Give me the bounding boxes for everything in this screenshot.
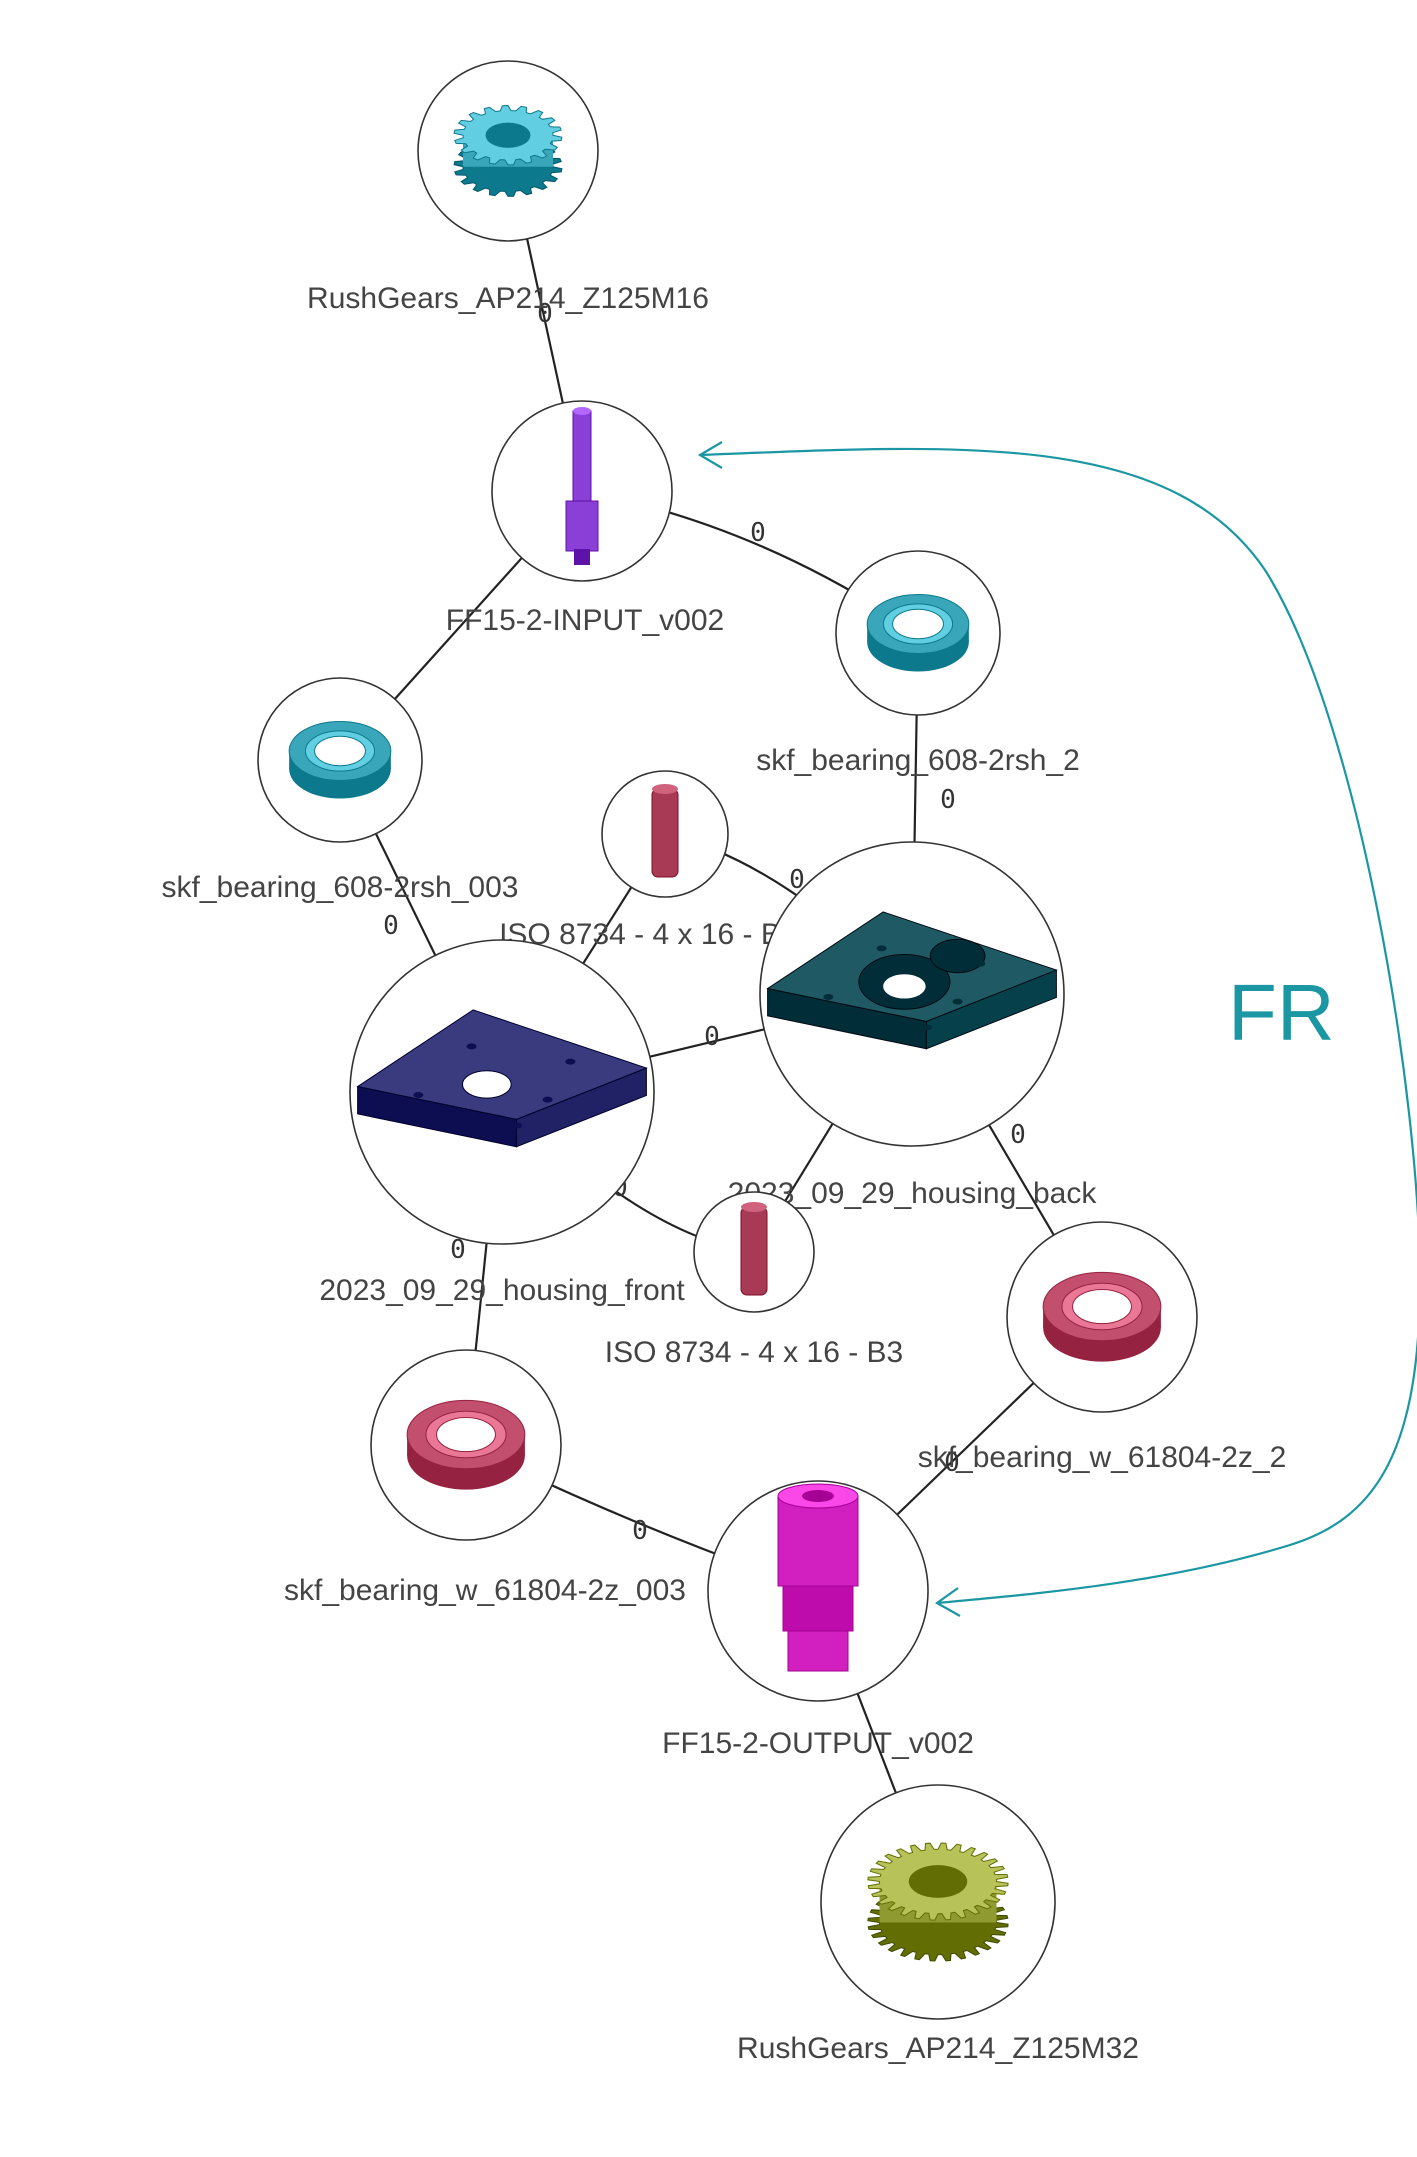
edge-label-brgw003-output: 0 xyxy=(632,1516,648,1546)
node-label: RushGears_AP214_Z125M16 xyxy=(307,282,709,315)
ball-bearing-icon xyxy=(866,593,970,672)
node-label: FF15-2-INPUT_v002 xyxy=(446,604,724,637)
edge-label-housing_front-housing_back: 0 xyxy=(704,1022,720,1052)
dowel-pin-icon xyxy=(651,784,679,878)
node-pinB004[interactable]: ISO 8734 - 4 x 16 - B004 xyxy=(499,770,831,951)
output-shaft-icon xyxy=(777,1483,859,1672)
edge-label-brg003-housing_front: 0 xyxy=(383,911,399,941)
node-label: skf_bearing_w_61804-2z_003 xyxy=(284,1574,686,1607)
spur-gear-icon xyxy=(453,104,563,197)
edge-label-housing_front-brgw003: 0 xyxy=(450,1235,466,1265)
spur-gear-icon xyxy=(867,1842,1009,1962)
fr-arrowhead-top xyxy=(697,441,723,469)
node-label: FF15-2-OUTPUT_v002 xyxy=(662,1727,974,1760)
node-label: ISO 8734 - 4 x 16 - B3 xyxy=(605,1336,904,1369)
ring-bearing-icon xyxy=(406,1399,526,1490)
edge-label-pinB004-housing_back: 0 xyxy=(789,865,805,895)
edge-label-brgw2-output: 0 xyxy=(944,1448,960,1478)
node-brgw003[interactable]: skf_bearing_w_61804-2z_003 xyxy=(284,1349,686,1607)
edge-label-input-brg2: 0 xyxy=(750,518,766,548)
node-label: RushGears_AP214_Z125M32 xyxy=(737,2032,1139,2065)
node-brg003[interactable]: skf_bearing_608-2rsh_003 xyxy=(162,677,519,904)
node-housing_front[interactable]: 2023_09_29_housing_front xyxy=(319,939,685,1307)
ball-bearing-icon xyxy=(288,720,392,799)
fr-label: FR xyxy=(1228,968,1335,1057)
node-output[interactable]: FF15-2-OUTPUT_v002 xyxy=(662,1480,974,1760)
node-gear_in[interactable]: RushGears_AP214_Z125M16 xyxy=(307,60,709,315)
function-relation-layer: FR xyxy=(697,441,1417,1617)
ring-bearing-icon xyxy=(1042,1271,1162,1362)
node-input[interactable]: FF15-2-INPUT_v002 xyxy=(446,400,724,637)
fr-arrow-path xyxy=(699,447,1417,1605)
input-shaft-icon xyxy=(565,407,599,565)
housing-plate-icon xyxy=(766,911,1058,1050)
node-gear_out[interactable]: RushGears_AP214_Z125M32 xyxy=(737,1784,1139,2065)
edge-label-gear_in-input: 0 xyxy=(537,299,553,329)
node-label: skf_bearing_w_61804-2z_2 xyxy=(918,1441,1287,1474)
edge-label-brg2-housing_back: 0 xyxy=(940,785,956,815)
edge-label-housing_back-brgw2: 0 xyxy=(1010,1120,1026,1150)
node-label: 2023_09_29_housing_front xyxy=(319,1274,685,1307)
node-label: skf_bearing_608-2rsh_003 xyxy=(162,871,519,904)
housing-plate-icon xyxy=(356,1009,648,1148)
node-label: skf_bearing_608-2rsh_2 xyxy=(756,744,1080,777)
node-pinB3[interactable]: ISO 8734 - 4 x 16 - B3 xyxy=(605,1191,904,1369)
node-housing_back[interactable]: 2023_09_29_housing_back xyxy=(728,841,1098,1210)
fr-arrowhead-bottom xyxy=(934,1587,961,1617)
dowel-pin-icon xyxy=(740,1202,768,1296)
node-brgw2[interactable]: skf_bearing_w_61804-2z_2 xyxy=(918,1221,1287,1474)
nodes-layer: RushGears_AP214_Z125M16 FF15-2-INPUT_v002… xyxy=(162,60,1287,2065)
node-brg2[interactable]: skf_bearing_608-2rsh_2 xyxy=(756,550,1080,777)
